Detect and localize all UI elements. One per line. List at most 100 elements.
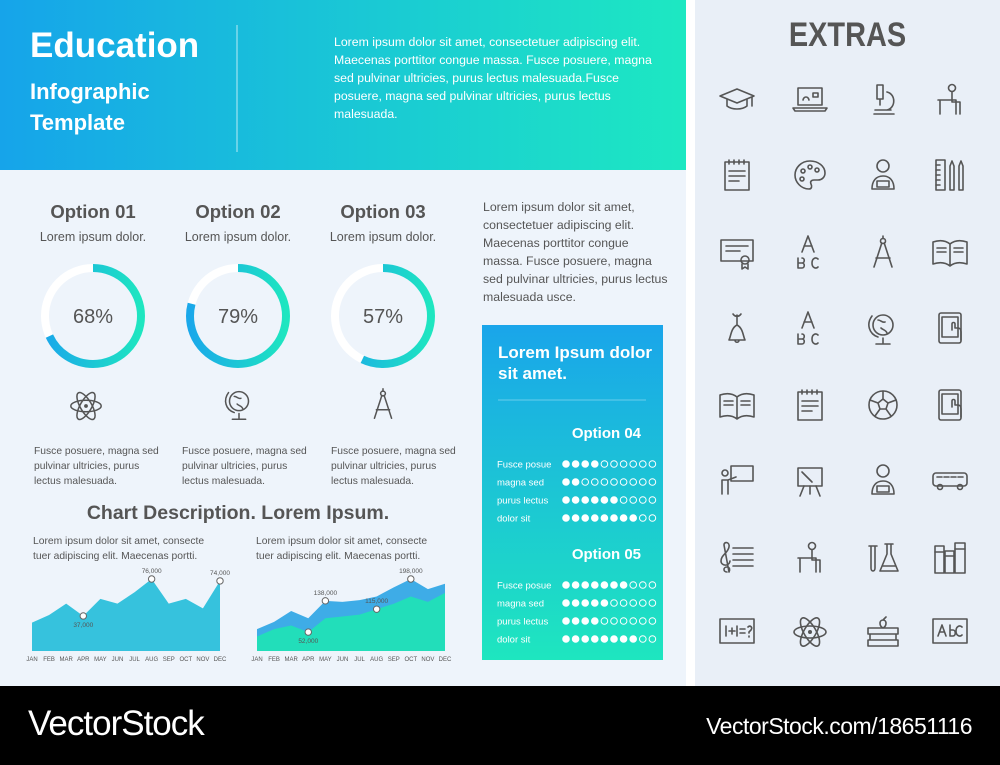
- dot-filled: [600, 514, 609, 522]
- dot-empty: [619, 617, 628, 625]
- row-label: purus lectus: [497, 496, 548, 507]
- dot-filled: [591, 635, 599, 643]
- panel-gap: [686, 0, 695, 686]
- ring-label: 68%: [73, 306, 113, 328]
- dot-empty: [629, 599, 638, 607]
- dot-filled: [600, 599, 609, 607]
- option-title: Option 03: [340, 201, 425, 222]
- dot-filled: [600, 496, 609, 504]
- point: [372, 605, 381, 613]
- row-label: dolor sit: [497, 635, 531, 646]
- dot-empty: [629, 581, 638, 589]
- dot-empty: [600, 478, 609, 486]
- x-tick-label: FEB: [268, 657, 280, 663]
- option-icon: [70, 389, 102, 423]
- option-title: Option 02: [195, 201, 280, 222]
- x-tick-label: MAR: [285, 657, 299, 663]
- point: [321, 597, 330, 605]
- dot-filled: [610, 496, 618, 504]
- ring-arc: [186, 264, 290, 368]
- point: [407, 575, 415, 583]
- option-text: Fusce posuere, magna sed pulvinar ultric…: [182, 446, 307, 487]
- dot-filled: [581, 496, 590, 504]
- x-tick-label: MAY: [94, 657, 107, 663]
- ring-arc: [41, 264, 145, 368]
- dot-empty: [629, 617, 638, 625]
- x-tick-label: AUG: [145, 657, 158, 663]
- dot-empty: [629, 460, 638, 468]
- dot-filled: [591, 581, 599, 589]
- option-subtitle: Lorem ipsum dolor.: [330, 230, 436, 244]
- dot-filled: [571, 599, 580, 607]
- extras-title: EXTRAS: [788, 16, 907, 54]
- dot-empty: [619, 599, 628, 607]
- x-tick-label: MAY: [319, 657, 332, 663]
- x-tick-label: FEB: [43, 657, 55, 663]
- dot-filled: [619, 514, 628, 522]
- dot-empty: [639, 496, 647, 504]
- dot-empty: [600, 460, 609, 468]
- dot-filled: [581, 599, 590, 607]
- dot-filled: [571, 496, 580, 504]
- row-label: dolor sit: [497, 514, 531, 525]
- dot-filled: [562, 635, 570, 643]
- dot-filled: [629, 514, 638, 522]
- dot-filled: [571, 635, 580, 643]
- header-text: Lorem ipsum dolor sit amet, consectetuer…: [334, 35, 652, 121]
- dot-empty: [648, 599, 657, 607]
- x-tick-label: OCT: [179, 657, 192, 663]
- value-label: 76,000: [142, 568, 162, 575]
- dot-filled: [591, 599, 599, 607]
- option-text: Fusce posuere, magna sed pulvinar ultric…: [34, 446, 159, 487]
- dot-filled: [591, 514, 599, 522]
- dot-empty: [610, 460, 618, 468]
- dot-filled: [600, 581, 609, 589]
- footer-url: VectorStock.com/18651116: [706, 713, 972, 739]
- point: [304, 628, 312, 636]
- chart-description: Lorem ipsum dolor sit amet, consecte tue…: [33, 536, 205, 562]
- dot-empty: [581, 478, 590, 486]
- footer-band: [0, 686, 1000, 765]
- dot-empty: [639, 581, 647, 589]
- point: [216, 577, 224, 585]
- option-text: Fusce posuere, magna sed pulvinar ultric…: [331, 446, 456, 487]
- value-label: 52,000: [298, 638, 318, 645]
- x-tick-label: JUL: [129, 657, 140, 663]
- dot-filled: [619, 635, 628, 643]
- dot-filled: [562, 514, 570, 522]
- dot-empty: [610, 617, 618, 625]
- dot-empty: [639, 514, 647, 522]
- ring-label: 57%: [363, 306, 403, 328]
- dot-filled: [562, 617, 570, 625]
- row-label: Fusce posue: [497, 460, 551, 471]
- ring-arc: [331, 264, 435, 368]
- footer-brand: VectorStock: [28, 704, 205, 743]
- dot-filled: [591, 460, 599, 468]
- dot-filled: [562, 460, 570, 468]
- dot-empty: [639, 478, 647, 486]
- chart-description: Lorem ipsum dolor sit amet, consecte tue…: [256, 536, 428, 562]
- area: [32, 579, 220, 651]
- x-tick-label: AUG: [370, 657, 383, 663]
- row-label: magna sed: [497, 478, 544, 489]
- option-icon: [373, 388, 393, 420]
- x-tick-label: NOV: [196, 657, 209, 663]
- dot-empty: [648, 581, 657, 589]
- dot-filled: [581, 635, 590, 643]
- x-tick-label: APR: [302, 657, 315, 663]
- x-tick-label: APR: [77, 657, 90, 663]
- x-tick-label: JUN: [337, 657, 349, 663]
- dot-empty: [629, 478, 638, 486]
- value-label: 74,000: [210, 570, 230, 577]
- dot-empty: [639, 635, 647, 643]
- dot-empty: [610, 478, 618, 486]
- dot-filled: [562, 599, 570, 607]
- option-subtitle: Lorem ipsum dolor.: [40, 230, 146, 244]
- value-label: 138,000: [314, 590, 338, 597]
- dot-filled: [600, 635, 609, 643]
- dot-filled: [581, 581, 590, 589]
- dot-empty: [610, 599, 618, 607]
- x-tick-label: NOV: [421, 657, 434, 663]
- row-label: purus lectus: [497, 617, 548, 628]
